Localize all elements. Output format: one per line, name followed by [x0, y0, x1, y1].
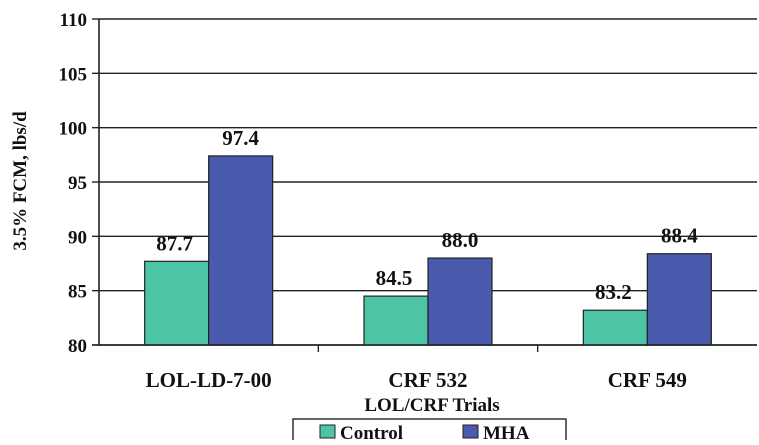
- x-axis-title: LOL/CRF Trials: [364, 395, 499, 416]
- legend-swatch-control: [319, 424, 336, 439]
- y-tick-label: 95: [68, 173, 87, 194]
- y-tick-label: 85: [68, 282, 87, 303]
- bar-control: [582, 309, 648, 346]
- x-category-label: CRF 549: [608, 368, 687, 392]
- data-label: 83.2: [595, 280, 632, 304]
- bar-mha: [208, 155, 274, 346]
- x-category-label: CRF 532: [388, 368, 467, 392]
- y-tick-label: 90: [68, 227, 87, 248]
- legend-box: [292, 418, 567, 444]
- y-axis-title: 3.5% FCM, lbs/d: [10, 111, 31, 251]
- x-category-label: LOL-LD-7-00: [146, 368, 272, 392]
- y-tick-label: 100: [59, 119, 88, 140]
- legend-swatch-mha: [462, 424, 479, 439]
- data-label: 88.0: [442, 228, 479, 252]
- bar-mha: [646, 253, 712, 346]
- legend-label-control: Control: [340, 423, 403, 440]
- data-label: 88.4: [661, 224, 698, 248]
- data-label: 97.4: [222, 126, 259, 150]
- data-label: 87.7: [156, 231, 193, 255]
- bar-mha: [427, 257, 493, 346]
- bar-control: [144, 260, 210, 346]
- legend-label-mha: MHA: [483, 423, 530, 440]
- y-tick-label: 80: [68, 336, 87, 357]
- legend: Control MHA: [292, 418, 567, 444]
- bar-control: [363, 295, 429, 346]
- y-tick-label: 110: [60, 10, 87, 31]
- y-tick-label: 105: [59, 64, 88, 85]
- data-label: 84.5: [376, 266, 413, 290]
